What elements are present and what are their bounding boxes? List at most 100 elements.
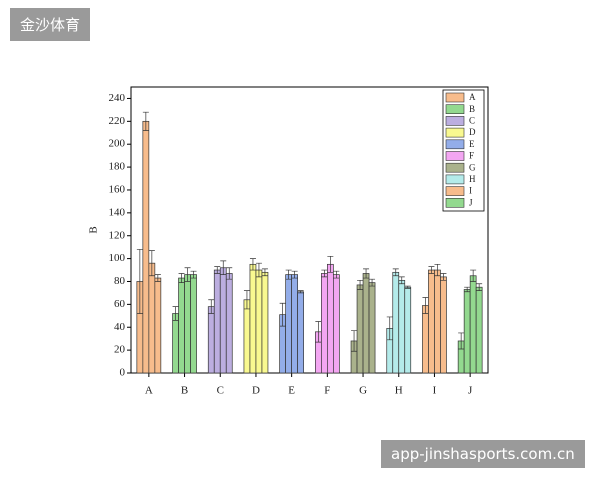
legend-label: A xyxy=(469,92,476,102)
bar xyxy=(398,279,406,374)
y-tick-label: 80 xyxy=(114,275,126,287)
error-bar xyxy=(327,255,334,273)
bar xyxy=(463,289,471,374)
bar xyxy=(219,267,227,374)
bar xyxy=(356,284,364,374)
legend-swatch xyxy=(445,92,465,103)
legend-swatch xyxy=(445,139,465,150)
error-bar xyxy=(154,274,161,282)
bar xyxy=(321,273,328,374)
error-bar xyxy=(226,267,233,280)
error-bar xyxy=(398,276,405,285)
bar xyxy=(434,269,441,374)
error-bar xyxy=(458,332,465,350)
legend-swatch xyxy=(445,186,465,196)
x-tick-label: F xyxy=(324,385,330,397)
bar xyxy=(261,271,269,374)
bar xyxy=(154,277,162,374)
x-tick-label: G xyxy=(359,385,367,397)
bar xyxy=(297,291,304,374)
error-bar xyxy=(178,273,185,283)
error-bar xyxy=(434,263,441,277)
legend-label: D xyxy=(469,127,476,137)
y-tick-label: 240 xyxy=(109,92,126,104)
x-tick-label: D xyxy=(252,385,260,397)
legend-label: E xyxy=(469,139,475,149)
x-tick-label: I xyxy=(433,385,437,397)
error-bar xyxy=(261,268,268,277)
y-tick-label: 60 xyxy=(114,298,126,310)
bar xyxy=(428,269,435,374)
y-tick-label: 20 xyxy=(114,344,126,356)
y-tick-label: 100 xyxy=(109,252,126,264)
error-bar xyxy=(369,278,376,287)
y-tick-label: 220 xyxy=(109,115,126,127)
bar xyxy=(404,286,412,374)
legend-swatch xyxy=(445,116,465,126)
y-tick-label: 140 xyxy=(109,206,126,218)
error-bar xyxy=(214,266,221,274)
bar xyxy=(285,274,292,374)
legend-label: I xyxy=(469,186,472,196)
footer: app-jinshasports.com.cn xyxy=(381,440,585,468)
error-bar xyxy=(333,270,340,279)
bar xyxy=(392,271,400,374)
legend-label: F xyxy=(469,151,474,161)
error-bar xyxy=(142,111,149,131)
error-bar xyxy=(386,316,393,341)
error-bar xyxy=(285,269,292,280)
x-tick-label: E xyxy=(288,385,295,397)
error-bar xyxy=(249,258,256,271)
error-bar xyxy=(184,267,191,282)
bar xyxy=(368,282,376,374)
error-bar xyxy=(190,270,197,279)
error-bar xyxy=(464,286,471,293)
y-tick-label: 180 xyxy=(109,161,126,173)
bar xyxy=(440,276,447,374)
error-bar xyxy=(476,283,483,291)
legend-swatch xyxy=(445,198,465,208)
plot-frame xyxy=(130,86,489,374)
bar xyxy=(469,275,477,374)
x-tick-label: C xyxy=(217,385,224,397)
bar xyxy=(327,263,334,374)
error-bar xyxy=(321,269,328,278)
error-bar xyxy=(357,279,364,290)
bar xyxy=(207,306,215,374)
bar xyxy=(243,299,251,374)
bar xyxy=(142,120,150,374)
bar xyxy=(362,273,370,374)
y-axis-label: B xyxy=(88,226,100,233)
bar xyxy=(184,274,191,374)
error-bar xyxy=(470,269,477,282)
bar xyxy=(148,262,156,374)
bar xyxy=(422,305,429,374)
bar xyxy=(475,286,483,374)
error-bar xyxy=(291,270,298,279)
error-bar xyxy=(297,290,304,294)
bar xyxy=(333,274,340,374)
x-tick-label: J xyxy=(468,385,473,397)
bar xyxy=(178,277,185,374)
y-tick-label: 200 xyxy=(109,138,126,150)
legend-label: B xyxy=(469,104,475,114)
watermark: 金沙体育 xyxy=(10,8,91,41)
x-tick-label: B xyxy=(181,385,188,397)
bar xyxy=(291,274,298,374)
legend-label: G xyxy=(469,162,476,172)
legend-swatch xyxy=(445,151,465,161)
y-tick-label: 160 xyxy=(109,183,126,195)
error-bar xyxy=(136,249,143,314)
legend-label: H xyxy=(469,174,476,184)
error-bar xyxy=(440,273,447,281)
bar xyxy=(255,269,263,374)
error-bar xyxy=(243,290,250,310)
bar xyxy=(172,313,179,374)
legend-swatch xyxy=(445,104,465,114)
error-bar xyxy=(363,268,370,279)
error-bar xyxy=(404,285,411,289)
y-tick-label: 40 xyxy=(114,321,126,333)
error-bar xyxy=(392,268,399,277)
